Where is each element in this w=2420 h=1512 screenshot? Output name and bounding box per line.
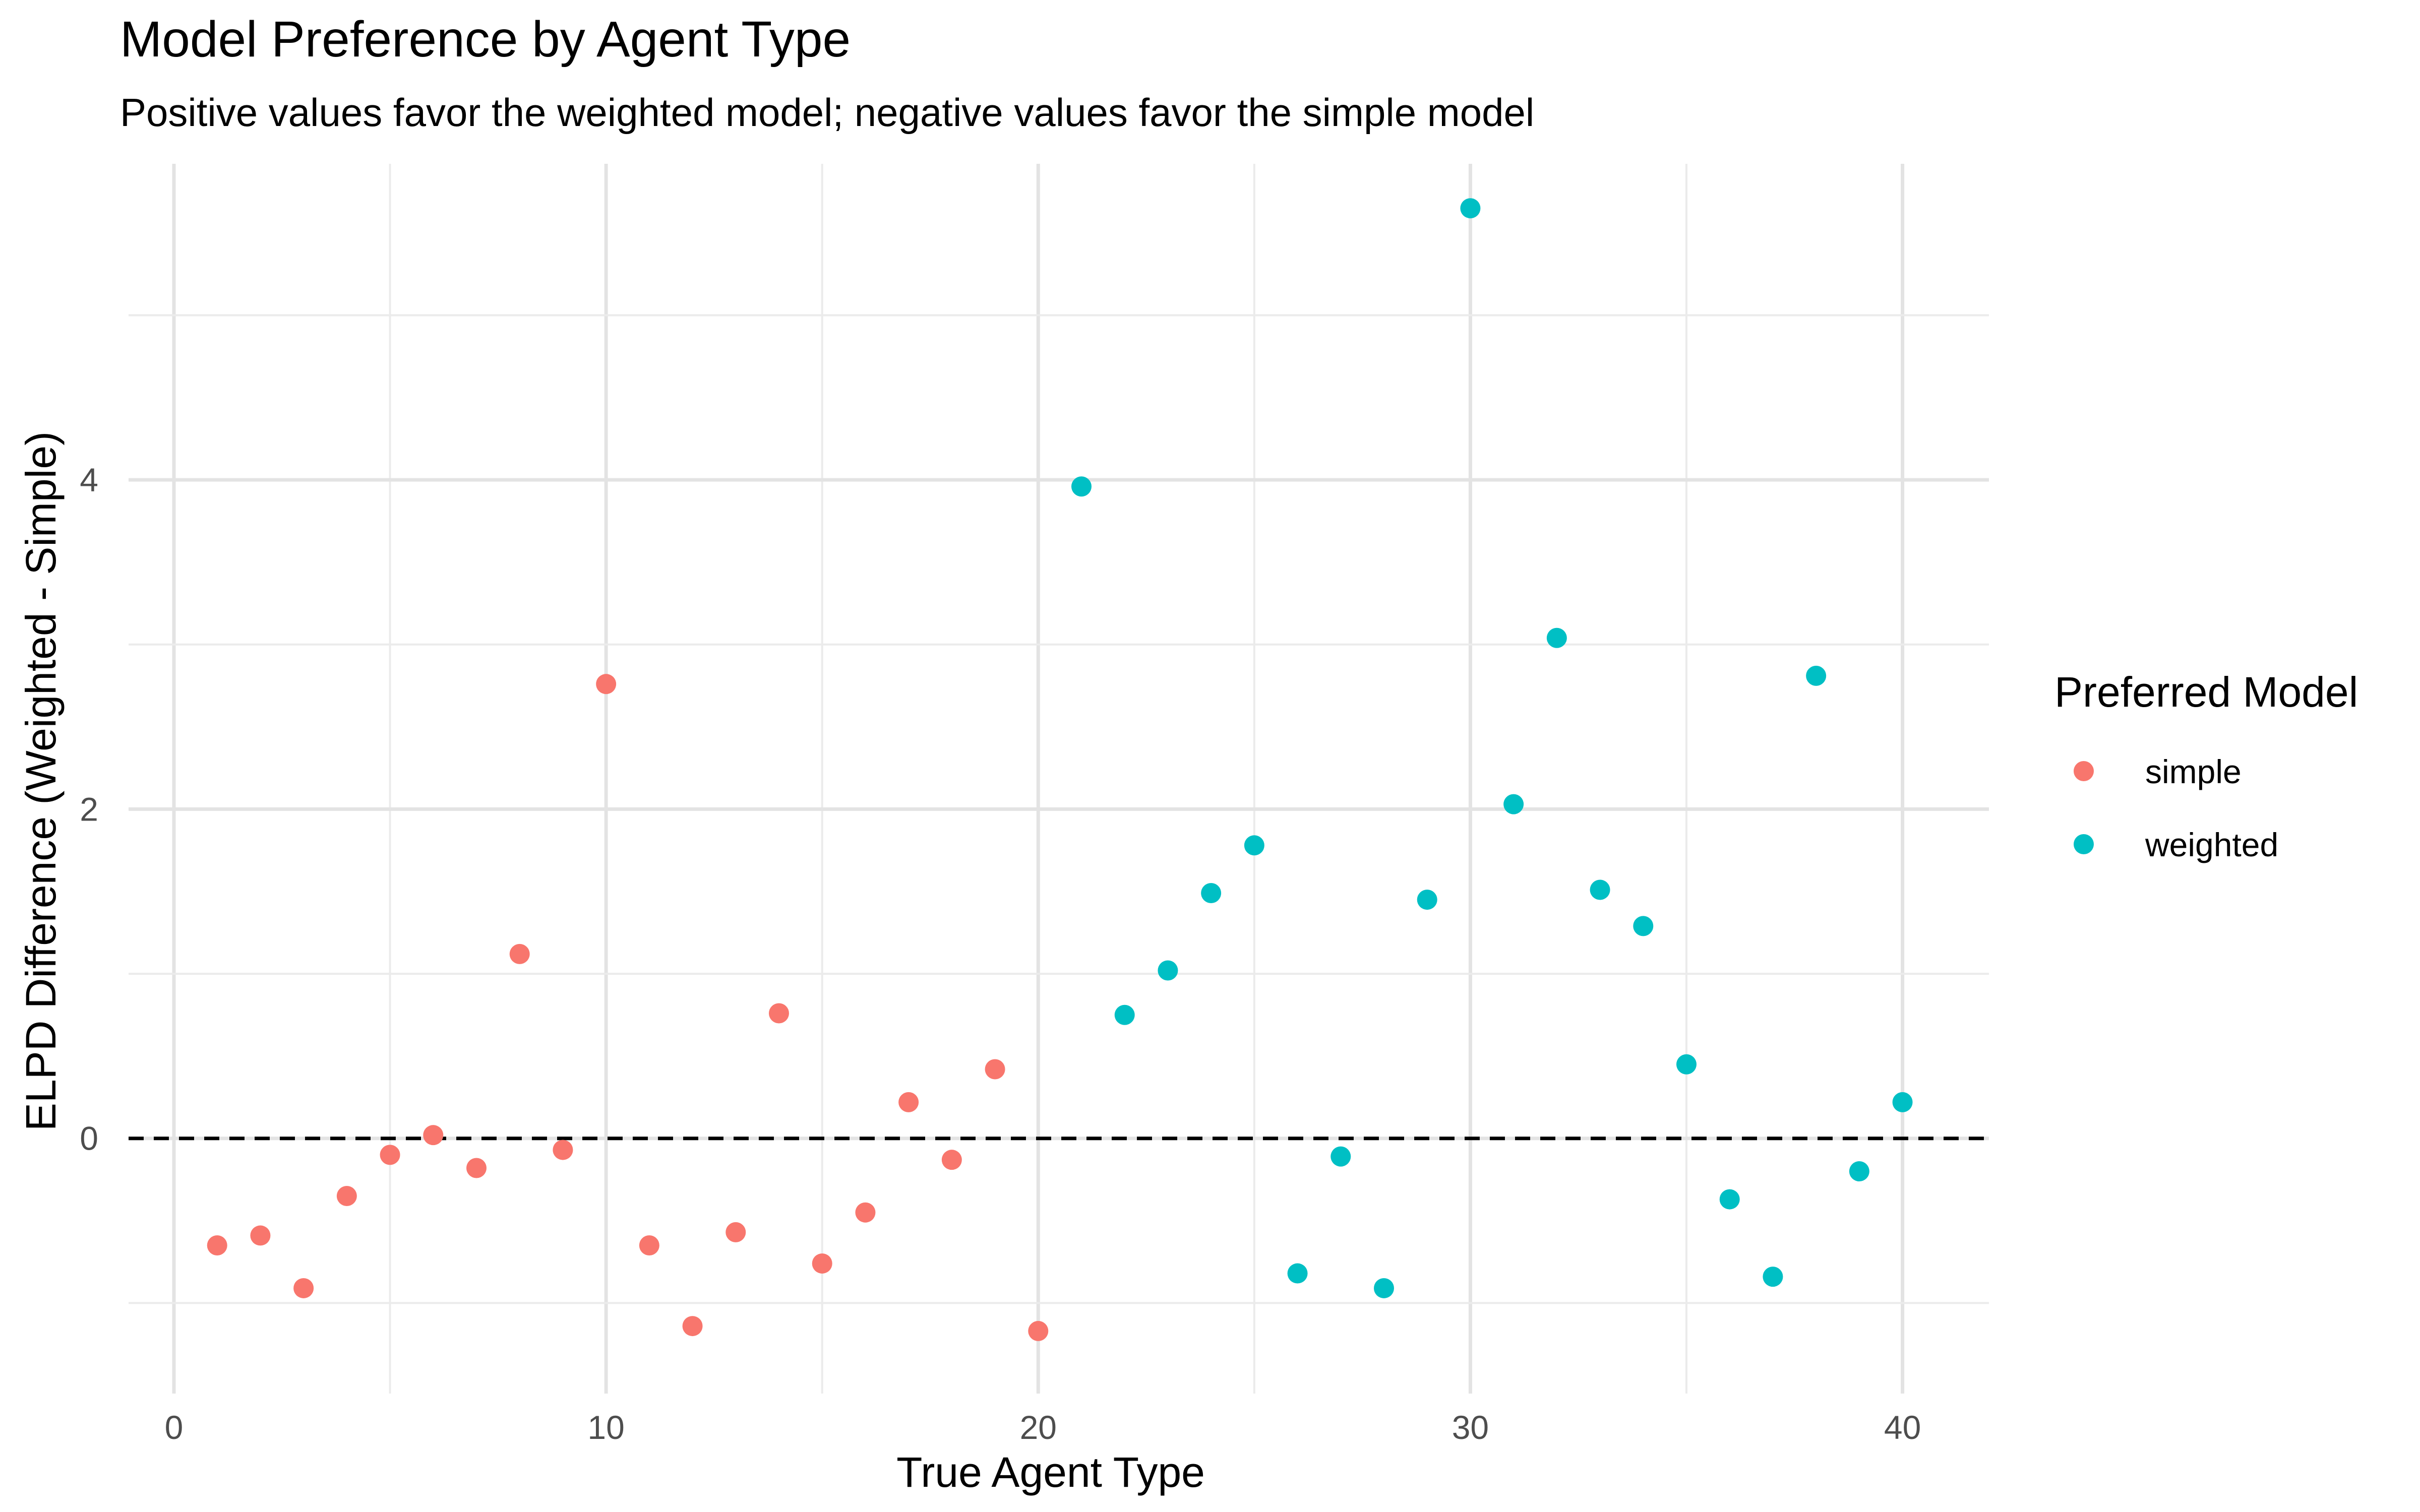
- data-point-weighted: [1849, 1161, 1869, 1182]
- data-point-simple: [855, 1202, 876, 1223]
- data-point-simple: [682, 1316, 703, 1337]
- x-tick-label: 30: [1452, 1409, 1489, 1446]
- data-point-weighted: [1114, 1004, 1135, 1025]
- data-point-simple: [336, 1186, 357, 1207]
- data-point-simple: [941, 1150, 962, 1170]
- data-point-weighted: [1330, 1146, 1351, 1167]
- x-tick-label: 10: [587, 1409, 624, 1446]
- x-axis-ticks: 0 10 20 30 40: [165, 1409, 1921, 1446]
- data-point-weighted: [1071, 476, 1092, 497]
- y-axis-ticks: 0 2 4: [80, 461, 98, 1157]
- data-point-weighted: [1503, 794, 1524, 814]
- data-point-weighted: [1590, 879, 1610, 900]
- data-points: [207, 198, 1913, 1341]
- data-point-weighted: [1676, 1054, 1697, 1075]
- data-point-simple: [812, 1253, 832, 1274]
- y-tick-label: 4: [80, 461, 98, 498]
- data-point-weighted: [1460, 198, 1481, 219]
- y-axis-label: ELPD Difference (Weighted - Simple): [17, 431, 65, 1131]
- legend-title: Preferred Model: [2054, 668, 2358, 716]
- data-point-weighted: [1201, 883, 1222, 904]
- legend: Preferred Model simple weighted: [2054, 668, 2358, 863]
- data-point-weighted: [1417, 890, 1437, 910]
- data-point-simple: [423, 1125, 444, 1146]
- data-point-weighted: [1158, 960, 1178, 981]
- legend-label-weighted: weighted: [2145, 826, 2278, 863]
- data-point-simple: [639, 1235, 659, 1256]
- data-point-simple: [466, 1158, 487, 1178]
- chart-subtitle: Positive values favor the weighted model…: [120, 90, 1534, 135]
- data-point-simple: [898, 1092, 919, 1112]
- data-point-simple: [207, 1235, 227, 1256]
- data-point-weighted: [1892, 1092, 1913, 1112]
- x-tick-label: 0: [165, 1409, 184, 1446]
- x-axis-label: True Agent Type: [896, 1448, 1205, 1496]
- legend-label-simple: simple: [2145, 753, 2242, 790]
- data-point-simple: [509, 943, 530, 964]
- data-point-simple: [1028, 1320, 1049, 1341]
- data-point-weighted: [1546, 627, 1567, 648]
- data-point-weighted: [1633, 916, 1654, 936]
- data-point-simple: [725, 1222, 746, 1242]
- legend-entries: simple weighted: [2074, 753, 2278, 863]
- data-point-weighted: [1719, 1189, 1740, 1210]
- data-point-weighted: [1287, 1263, 1308, 1284]
- y-tick-label: 2: [80, 790, 98, 828]
- data-point-weighted: [1806, 665, 1827, 686]
- chart-title: Model Preference by Agent Type: [120, 11, 851, 68]
- x-tick-label: 20: [1020, 1409, 1057, 1446]
- data-point-simple: [293, 1278, 314, 1298]
- data-point-simple: [380, 1145, 400, 1165]
- x-tick-label: 40: [1884, 1409, 1921, 1446]
- data-point-weighted: [1244, 835, 1264, 856]
- data-point-simple: [250, 1225, 271, 1246]
- data-point-simple: [596, 674, 617, 695]
- data-point-weighted: [1763, 1267, 1783, 1287]
- data-point-simple: [769, 1003, 789, 1024]
- y-tick-label: 0: [80, 1120, 98, 1157]
- data-point-simple: [553, 1140, 573, 1160]
- legend-key-weighted: [2074, 834, 2094, 854]
- data-point-weighted: [1374, 1278, 1394, 1298]
- legend-key-simple: [2074, 761, 2094, 781]
- data-point-simple: [985, 1059, 1005, 1080]
